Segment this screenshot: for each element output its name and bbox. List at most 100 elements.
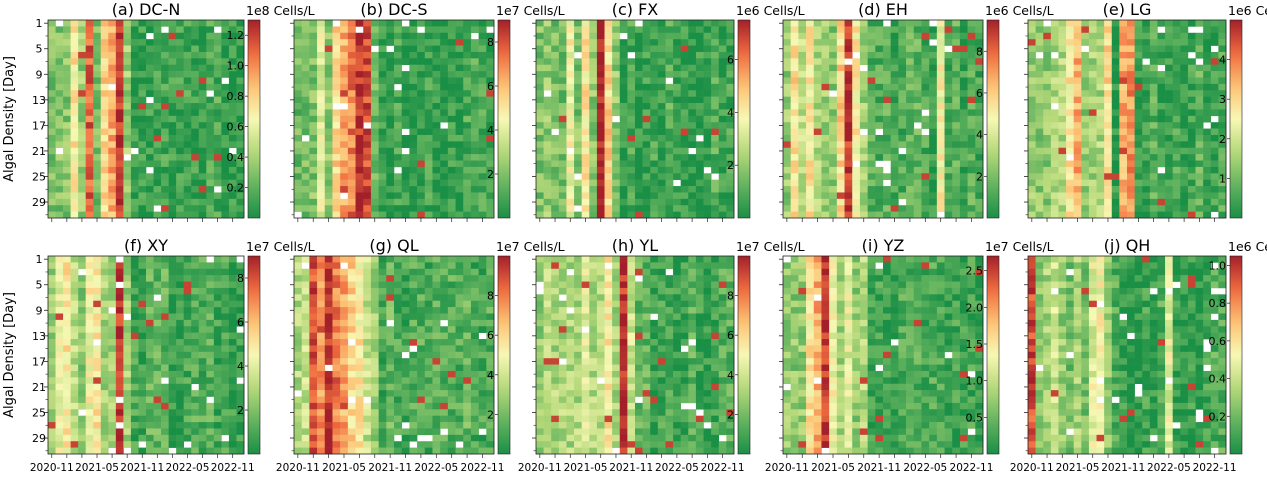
heatmap-cell — [85, 141, 94, 149]
heatmap-cell — [363, 160, 372, 168]
heatmap-cell — [236, 64, 245, 72]
heatmap-cell — [612, 26, 621, 34]
heatmap-cell — [566, 96, 575, 104]
heatmap-cell — [790, 192, 799, 200]
heatmap-cell — [168, 313, 177, 321]
heatmap-cell — [363, 198, 372, 206]
heatmap-cell — [936, 192, 945, 200]
heatmap-cell — [146, 90, 154, 97]
heatmap-cell — [447, 160, 456, 168]
heatmap-cell — [48, 45, 56, 53]
heatmap-cell — [875, 115, 884, 123]
heatmap-cell — [936, 109, 945, 117]
heatmap-cell — [695, 26, 704, 34]
heatmap-cell — [370, 96, 379, 104]
heatmap-cell — [1157, 115, 1166, 123]
heatmap-cell — [566, 71, 575, 78]
heatmap-cell — [213, 364, 222, 372]
heatmap-cell — [48, 58, 56, 66]
heatmap-cell — [221, 115, 230, 123]
heatmap-cell — [455, 160, 464, 168]
heatmap-cell — [191, 122, 200, 129]
y-tick-label: 13 — [32, 330, 46, 343]
heatmap-cell — [130, 287, 139, 295]
heatmap-cell — [183, 134, 192, 142]
heatmap-cell — [921, 160, 930, 168]
heatmap-cell — [1210, 128, 1219, 136]
heatmap-cell — [726, 51, 735, 59]
heatmap-cell — [1187, 186, 1196, 193]
heatmap-cell — [596, 205, 605, 212]
heatmap-cell — [161, 415, 169, 423]
heatmap-cell — [78, 192, 86, 200]
heatmap-cell — [386, 211, 395, 219]
y-tick-label: 21 — [32, 381, 46, 394]
heatmap-cell — [183, 20, 192, 27]
heatmap-cell — [944, 173, 953, 180]
heatmap-cell — [1165, 90, 1173, 97]
heatmap-cell — [191, 166, 200, 174]
heatmap-cell — [1195, 141, 1204, 149]
heatmap-cell — [355, 96, 364, 104]
heatmap-cell — [1187, 64, 1196, 72]
heatmap-cell — [581, 45, 590, 53]
heatmap-cell — [198, 275, 207, 282]
heatmap-cell — [936, 32, 945, 40]
heatmap-cell — [890, 186, 899, 193]
heatmap-cell — [604, 141, 613, 149]
heatmap-cell — [944, 77, 953, 85]
heatmap-cell — [108, 351, 117, 359]
heatmap-cell — [859, 186, 868, 193]
heatmap-cell — [680, 154, 689, 161]
heatmap-cell — [146, 83, 154, 91]
heatmap-cell — [867, 51, 876, 59]
heatmap-cell — [440, 71, 449, 78]
heatmap-cell — [1157, 77, 1166, 85]
heatmap-cell — [635, 173, 643, 180]
heatmap-cell — [944, 39, 953, 46]
heatmap-cell — [85, 268, 94, 276]
heatmap-cell — [852, 32, 861, 40]
heatmap-cell — [138, 300, 147, 308]
heatmap-cell — [790, 115, 799, 123]
heatmap-cell — [324, 192, 333, 200]
heatmap-cell — [100, 160, 109, 168]
heatmap-cell — [78, 370, 86, 378]
y-tick-label: 25 — [32, 406, 46, 419]
heatmap-cell — [486, 77, 495, 85]
heatmap-cell — [378, 205, 387, 212]
heatmap-cell — [650, 96, 659, 104]
heatmap-cell — [409, 211, 418, 219]
heatmap-cell — [301, 32, 310, 40]
heatmap-cell — [604, 20, 613, 27]
heatmap-cell — [294, 103, 302, 110]
heatmap-cell — [695, 77, 704, 85]
heatmap-cell — [463, 179, 472, 187]
heatmap-cell — [1050, 128, 1059, 136]
heatmap-cell — [191, 307, 200, 314]
heatmap-cell — [688, 128, 697, 136]
heatmap-cell — [1127, 141, 1135, 149]
heatmap-cell — [566, 26, 575, 34]
heatmap-cell — [78, 77, 86, 85]
heatmap-cell — [206, 122, 215, 129]
heatmap-cell — [1157, 103, 1166, 110]
heatmap-cell — [470, 134, 479, 142]
heatmap-cell — [206, 313, 215, 321]
heatmap-cell — [612, 103, 621, 110]
heatmap-cell — [821, 109, 830, 117]
heatmap-cell — [929, 186, 938, 193]
heatmap-cell — [680, 173, 689, 180]
heatmap-cell — [206, 211, 215, 219]
heatmap-cell — [619, 64, 628, 72]
heatmap-cell — [130, 64, 139, 72]
heatmap-cell — [48, 122, 56, 129]
heatmap-cell — [1165, 51, 1173, 59]
heatmap-cell — [183, 26, 192, 34]
heatmap-cell — [206, 71, 215, 78]
heatmap-cell — [100, 20, 109, 27]
heatmap-cell — [1096, 166, 1105, 174]
heatmap-cell — [890, 77, 899, 85]
heatmap-cell — [378, 39, 387, 46]
heatmap-cell — [813, 198, 822, 206]
